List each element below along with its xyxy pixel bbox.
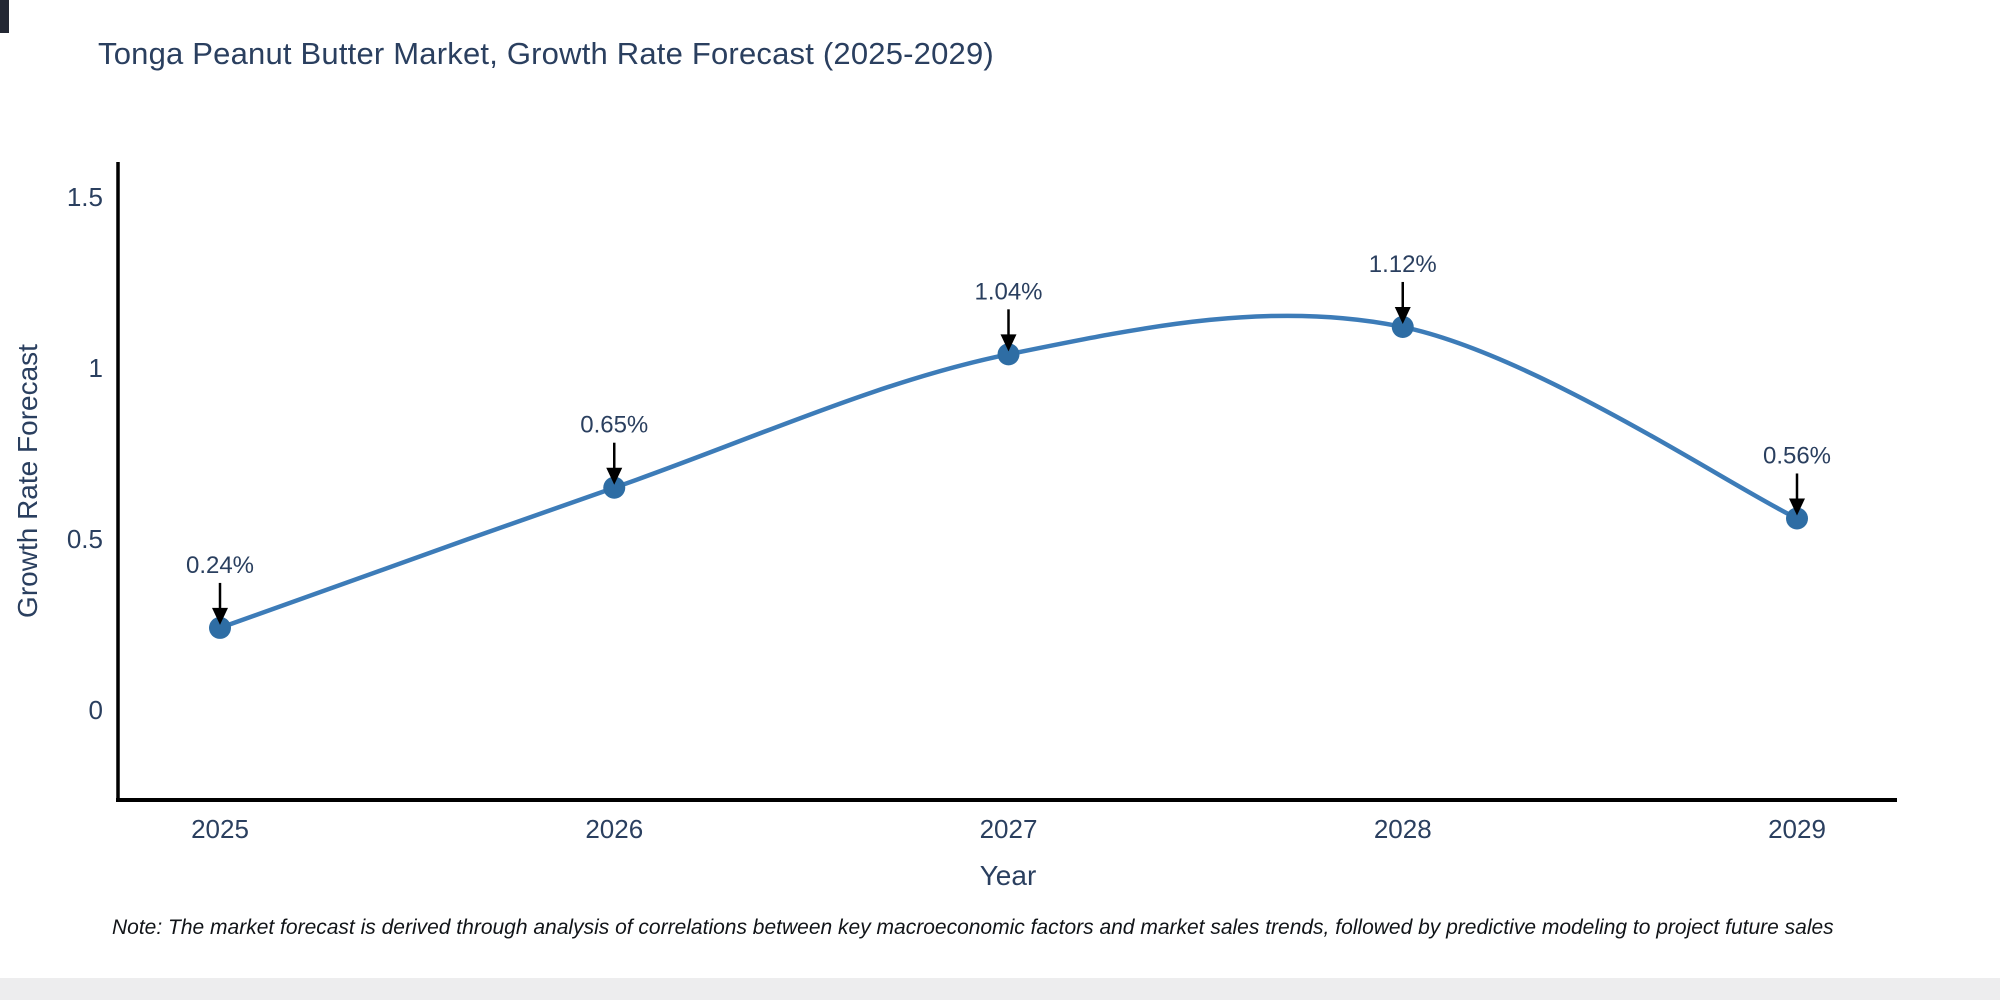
data-point-marker-2026	[603, 476, 626, 499]
x-tick-label: 2028	[1374, 814, 1432, 844]
annotation-arrowhead	[1789, 498, 1805, 516]
y-axis-title: Growth Rate Forecast	[12, 344, 43, 618]
x-axis-title: Year	[979, 860, 1037, 891]
point-value-label: 0.24%	[186, 552, 254, 579]
chart-title: Tonga Peanut Butter Market, Growth Rate …	[98, 36, 994, 71]
window-corner-artifact	[0, 0, 9, 33]
annotation-arrowhead	[606, 467, 623, 485]
point-value-label: 1.12%	[1369, 251, 1437, 278]
x-tick-label: 2027	[980, 814, 1038, 844]
x-tick-label: 2025	[191, 814, 249, 844]
y-tick-label: 0.5	[67, 524, 103, 554]
annotation-arrowhead	[1000, 334, 1017, 352]
point-value-label: 0.65%	[580, 412, 648, 439]
footer-strip	[0, 978, 2000, 1000]
data-point-marker-2025	[209, 616, 231, 639]
chart-footnote: Note: The market forecast is derived thr…	[112, 916, 1834, 939]
x-tick-label: 2029	[1768, 814, 1826, 844]
data-point-marker-2029	[1786, 507, 1808, 530]
point-value-label: 1.04%	[974, 278, 1042, 305]
annotation-arrowhead	[212, 607, 228, 625]
y-tick-label: 1	[89, 353, 103, 383]
data-point-marker-2027	[997, 343, 1020, 366]
data-point-marker-2028	[1391, 315, 1414, 338]
point-value-label: 0.56%	[1763, 442, 1831, 469]
y-tick-label: 0	[89, 695, 103, 725]
x-tick-label: 2026	[585, 814, 643, 844]
annotation-arrowhead	[1394, 306, 1411, 324]
y-tick-label: 1.5	[67, 182, 103, 212]
